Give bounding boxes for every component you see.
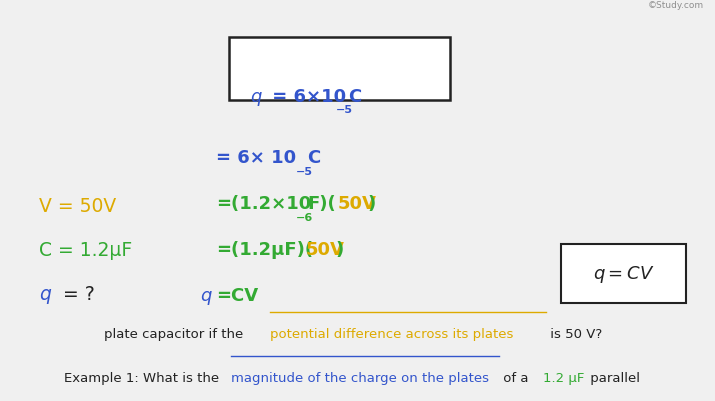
Text: q: q <box>39 285 51 304</box>
Text: =(1.2μF)(: =(1.2μF)( <box>216 241 313 259</box>
Text: 50V: 50V <box>305 241 344 259</box>
Text: q: q <box>250 88 262 106</box>
Text: Example 1: What is the: Example 1: What is the <box>64 371 223 384</box>
Text: 50V: 50V <box>337 194 376 213</box>
Text: ): ) <box>368 194 375 213</box>
FancyBboxPatch shape <box>229 38 450 100</box>
Text: C = 1.2μF: C = 1.2μF <box>39 241 132 259</box>
Text: −6: −6 <box>295 213 312 223</box>
FancyBboxPatch shape <box>561 245 686 303</box>
Text: $q = CV$: $q = CV$ <box>593 263 654 284</box>
Text: is 50 V?: is 50 V? <box>546 327 603 340</box>
Text: C: C <box>307 148 321 166</box>
Text: C: C <box>347 88 361 106</box>
Text: = 6×10: = 6×10 <box>266 88 346 106</box>
Text: F)(: F)( <box>307 194 336 213</box>
Text: =(1.2×10: =(1.2×10 <box>216 194 311 213</box>
Text: parallel: parallel <box>586 371 640 384</box>
Text: potential difference across its plates: potential difference across its plates <box>270 327 514 340</box>
Text: ): ) <box>335 241 343 259</box>
Text: magnitude of the charge on the plates: magnitude of the charge on the plates <box>230 371 488 384</box>
Text: −5: −5 <box>335 104 352 114</box>
Text: =CV: =CV <box>216 287 258 305</box>
Text: V = 50V: V = 50V <box>39 196 117 215</box>
Text: of a: of a <box>499 371 533 384</box>
Text: ©Study.com: ©Study.com <box>649 1 704 10</box>
Text: 1.2 μF: 1.2 μF <box>543 371 584 384</box>
Text: = 6× 10: = 6× 10 <box>216 148 296 166</box>
Text: −5: −5 <box>295 166 312 176</box>
Text: = ?: = ? <box>57 285 95 304</box>
Text: q: q <box>200 287 212 305</box>
Text: plate capacitor if the: plate capacitor if the <box>104 327 247 340</box>
